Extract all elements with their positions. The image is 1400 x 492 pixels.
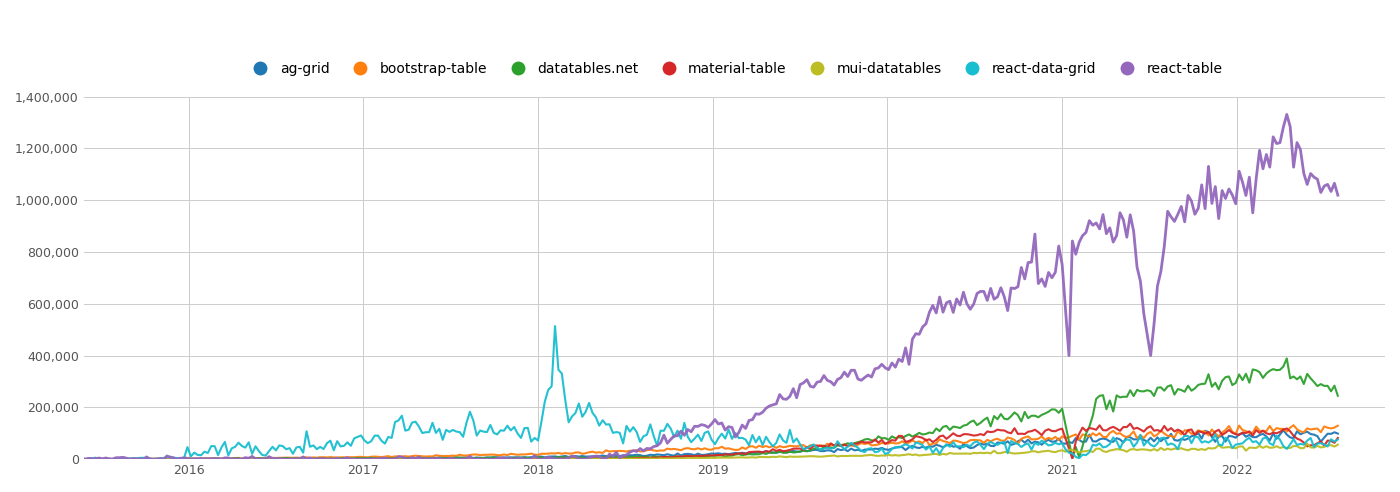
datatables.net: [948, 424, 965, 430]
ag-grid: [1030, 439, 1047, 445]
react-table: [22, 456, 39, 462]
bootstrap-table: [6, 456, 22, 462]
ag-grid: [948, 443, 965, 449]
react-data-grid: [897, 441, 914, 447]
mui-datatables: [995, 449, 1012, 455]
material-table: [948, 432, 965, 438]
material-table: [165, 456, 182, 462]
mui-datatables: [893, 452, 910, 458]
material-table: [1098, 428, 1114, 433]
ag-grid: [1330, 430, 1347, 436]
bootstrap-table: [948, 438, 965, 444]
datatables.net: [1330, 393, 1347, 399]
react-data-grid: [1330, 436, 1347, 442]
react-table: [1000, 308, 1016, 313]
material-table: [6, 456, 22, 462]
material-table: [1330, 435, 1347, 441]
react-table: [948, 296, 965, 302]
mui-datatables: [1330, 442, 1347, 448]
Line: react-data-grid: react-data-grid: [14, 326, 1338, 459]
datatables.net: [1098, 406, 1114, 412]
Line: mui-datatables: mui-datatables: [14, 444, 1338, 459]
mui-datatables: [1095, 448, 1112, 454]
react-data-grid: [1000, 450, 1016, 456]
Line: material-table: material-table: [14, 424, 1338, 459]
material-table: [1121, 421, 1138, 427]
mui-datatables: [945, 451, 962, 457]
bootstrap-table: [1285, 422, 1302, 428]
material-table: [1000, 430, 1016, 435]
Line: react-table: react-table: [14, 115, 1338, 459]
react-data-grid: [6, 456, 22, 462]
Line: ag-grid: ag-grid: [14, 430, 1338, 459]
datatables.net: [6, 456, 22, 462]
Legend: ag-grid, bootstrap-table, datatables.net, material-table, mui-datatables, react-: ag-grid, bootstrap-table, datatables.net…: [241, 57, 1228, 82]
ag-grid: [1275, 427, 1292, 433]
react-data-grid: [1098, 444, 1114, 450]
ag-grid: [897, 447, 914, 453]
ag-grid: [1000, 438, 1016, 444]
ag-grid: [8, 456, 25, 462]
datatables.net: [897, 433, 914, 439]
datatables.net: [165, 456, 182, 462]
ag-grid: [1098, 436, 1114, 442]
bootstrap-table: [1030, 436, 1047, 442]
react-data-grid: [948, 444, 965, 450]
bootstrap-table: [897, 441, 914, 447]
material-table: [897, 439, 914, 445]
ag-grid: [6, 456, 22, 462]
material-table: [8, 456, 25, 462]
react-data-grid: [162, 454, 179, 460]
Line: bootstrap-table: bootstrap-table: [14, 425, 1338, 459]
react-table: [1278, 112, 1295, 118]
react-table: [897, 345, 914, 351]
mui-datatables: [1299, 441, 1316, 447]
bootstrap-table: [1098, 434, 1114, 440]
bootstrap-table: [1000, 434, 1016, 440]
react-data-grid: [546, 323, 563, 329]
datatables.net: [1030, 414, 1047, 420]
react-data-grid: [1030, 442, 1047, 448]
mui-datatables: [6, 456, 22, 462]
bootstrap-table: [1330, 423, 1347, 429]
react-table: [1098, 231, 1114, 237]
datatables.net: [1278, 356, 1295, 362]
ag-grid: [165, 456, 182, 462]
bootstrap-table: [165, 456, 182, 461]
react-table: [1030, 280, 1047, 286]
mui-datatables: [1026, 448, 1043, 454]
datatables.net: [8, 456, 25, 462]
datatables.net: [1000, 416, 1016, 422]
Line: datatables.net: datatables.net: [14, 359, 1338, 459]
mui-datatables: [162, 456, 179, 462]
react-table: [165, 455, 182, 461]
react-table: [6, 454, 22, 460]
material-table: [1030, 429, 1047, 435]
react-table: [1330, 192, 1347, 198]
bootstrap-table: [13, 456, 29, 462]
